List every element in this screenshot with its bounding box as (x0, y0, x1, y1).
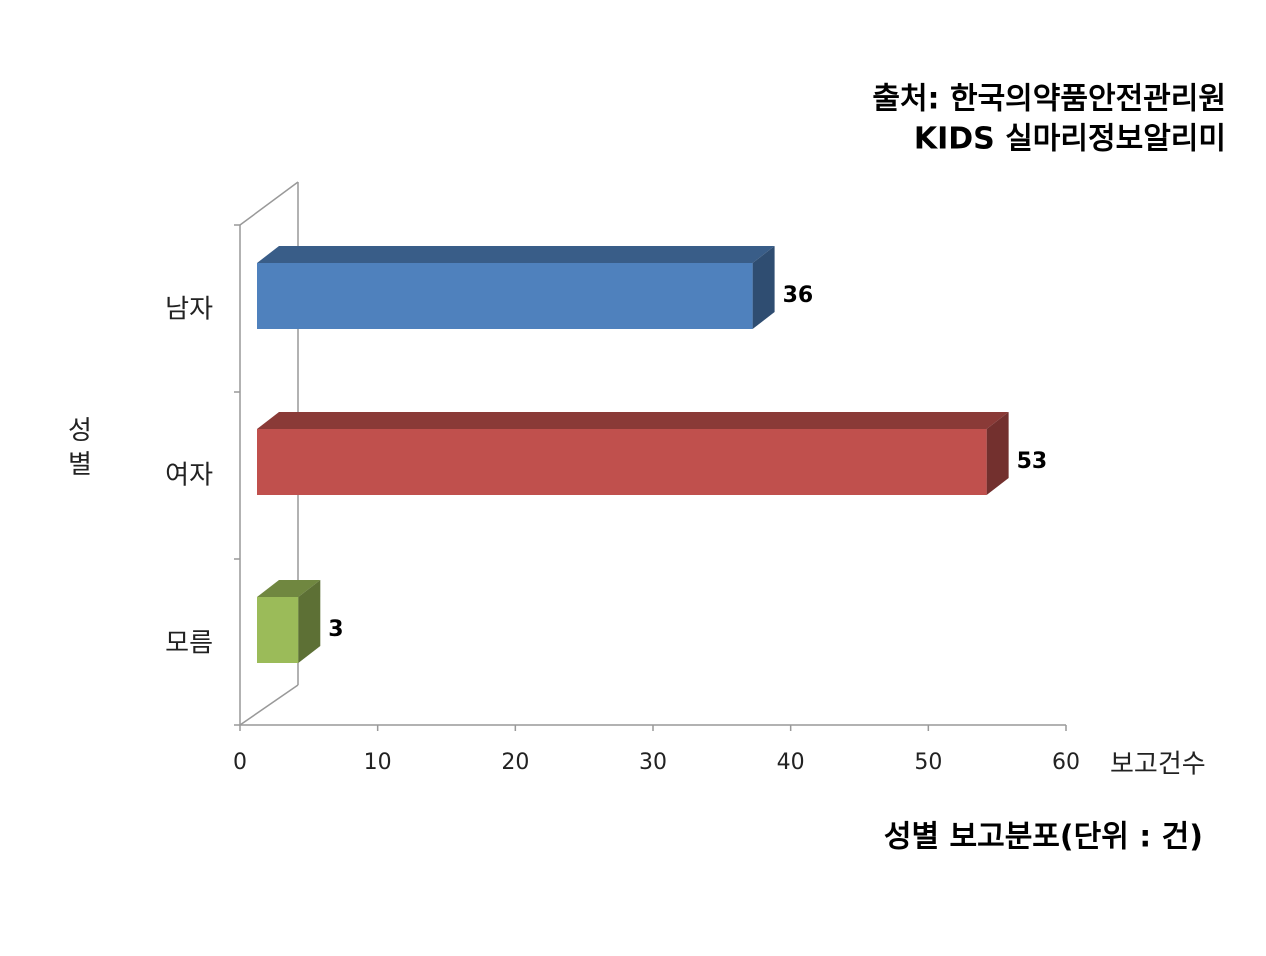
x-tick-label: 0 (233, 750, 247, 775)
x-tick-label: 40 (777, 750, 805, 775)
value-label: 36 (783, 283, 814, 308)
y-tick-label: 여자 (165, 461, 213, 491)
y-axis-label: 성별 (63, 416, 93, 484)
source: 출처: 한국의약품안전관리원 (872, 82, 1226, 117)
x-tick-label: 20 (501, 750, 529, 775)
x-tick-label: 60 (1052, 750, 1080, 775)
value-label: 53 (1017, 449, 1048, 474)
bar-side (752, 246, 775, 329)
bar (257, 246, 775, 329)
caption: 성별 보고분포(단위 : 건) (884, 820, 1203, 855)
bar-top (257, 412, 1009, 429)
bar (257, 580, 321, 663)
bar-side (986, 412, 1009, 495)
y-tick-label: 남자 (165, 295, 213, 325)
bar-front (257, 263, 753, 329)
y-tick-label: 모름 (165, 629, 213, 659)
bar-front (257, 597, 299, 663)
x-tick-label: 50 (914, 750, 942, 775)
x-tick-label: 10 (364, 750, 392, 775)
bar (257, 412, 1009, 495)
bar-top (257, 246, 775, 263)
bar-front (257, 429, 987, 495)
bar-top (257, 580, 321, 597)
source-line2: KIDS 실마리정보알리미 (914, 122, 1226, 157)
x-tick-label: 30 (639, 750, 667, 775)
bar-side (298, 580, 321, 663)
x-axis-label: 보고건수 (1110, 750, 1206, 780)
value-label: 3 (328, 617, 343, 642)
